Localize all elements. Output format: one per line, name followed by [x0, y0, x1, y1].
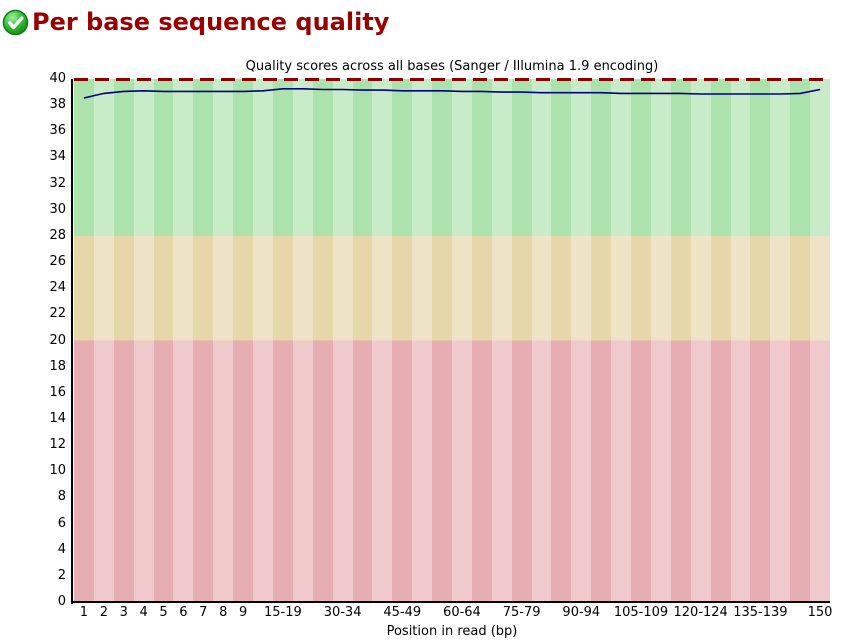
plot-background-stripe — [531, 79, 552, 602]
x-tick-label: 105-109 — [613, 605, 669, 620]
x-tick-label: 150 — [807, 605, 833, 620]
y-tick-label: 14 — [49, 410, 66, 426]
plot-background-stripe — [113, 79, 135, 602]
plot-background-stripe — [213, 79, 234, 602]
quality-plot-area — [74, 79, 831, 602]
chart-title: Quality scores across all bases (Sanger … — [245, 59, 659, 74]
y-tick-label: 22 — [49, 306, 66, 322]
x-axis-line — [71, 601, 830, 603]
y-tick-label: 2 — [57, 567, 66, 583]
plot-background-stripe — [292, 79, 314, 602]
plot-background-stripe — [551, 79, 572, 602]
plot-background-stripe — [352, 79, 373, 602]
x-tick-label: 2 — [99, 605, 108, 620]
plot-background-stripe — [750, 79, 771, 602]
y-tick-label: 6 — [57, 515, 66, 531]
pass-check-icon — [2, 9, 29, 36]
x-tick-label: 30-34 — [323, 605, 362, 620]
plot-background-stripe — [372, 79, 393, 602]
x-tick-label: 135-139 — [733, 605, 788, 620]
plot-background-stripe — [471, 79, 493, 602]
y-tick-label: 12 — [49, 437, 66, 453]
plot-background-stripe — [790, 79, 811, 602]
y-tick-label: 26 — [49, 254, 66, 270]
x-tick-label: 6 — [179, 605, 188, 620]
x-tick-label: 90-94 — [562, 605, 601, 620]
y-tick-label: 4 — [57, 541, 66, 557]
y-tick-label: 38 — [49, 97, 66, 113]
plot-background-stripe — [412, 79, 433, 602]
y-tick-label: 18 — [49, 358, 66, 374]
plot-background-stripe — [770, 79, 791, 602]
y-tick-label: 20 — [49, 332, 66, 348]
y-tick-label: 24 — [49, 280, 66, 296]
y-tick-label: 10 — [49, 463, 66, 479]
x-tick-label: 45-49 — [383, 605, 422, 620]
y-tick-label: 36 — [49, 123, 66, 139]
y-tick-label: 34 — [49, 149, 66, 165]
plot-background-stripe — [432, 79, 453, 602]
x-tick-label: 7 — [199, 605, 208, 620]
x-tick-label: 120-124 — [673, 605, 728, 620]
x-axis-title: Position in read (bp) — [386, 624, 518, 639]
page-title: Per base sequence quality — [32, 8, 390, 36]
x-tick-label: 1 — [79, 605, 89, 620]
y-tick-label: 28 — [49, 227, 66, 243]
plot-background-stripe — [810, 79, 831, 602]
x-tick-label: 8 — [219, 605, 228, 620]
plot-background-stripe — [74, 79, 95, 602]
x-tick-label: 5 — [159, 605, 168, 620]
plot-background-stripe — [332, 79, 354, 602]
x-tick-label: 15-19 — [264, 605, 302, 620]
plot-background-stripe — [312, 79, 334, 602]
plot-background-stripe — [511, 79, 533, 602]
y-tick-label: 0 — [57, 594, 66, 609]
plot-background-stripe — [272, 79, 294, 602]
plot-background-stripe — [133, 79, 155, 602]
plot-background-stripe — [611, 79, 632, 602]
plot-background-stripe — [650, 79, 672, 602]
y-axis-line — [71, 79, 73, 604]
x-tick-label: 60-64 — [443, 605, 481, 620]
plot-background-stripe — [392, 79, 413, 602]
plot-background-stripe — [253, 79, 274, 602]
section-header: Per base sequence quality — [2, 8, 389, 36]
plot-background-stripe — [730, 79, 751, 602]
x-tick-label: 3 — [119, 605, 128, 620]
y-tick-label: 32 — [49, 175, 66, 191]
plot-background-stripe — [571, 79, 592, 602]
plot-background-stripe — [670, 79, 692, 602]
x-tick-label: 75-79 — [502, 605, 541, 620]
plot-background-stripe — [452, 79, 473, 602]
plot-background-stripe — [93, 79, 115, 602]
y-tick-label: 8 — [57, 489, 66, 505]
plot-background-stripe — [233, 79, 254, 602]
plot-background-stripe — [173, 79, 194, 602]
y-tick-label: 40 — [49, 71, 66, 86]
plot-background-stripe — [631, 79, 652, 602]
max-quality-dashed-line — [74, 78, 830, 81]
plot-background-stripe — [193, 79, 214, 602]
mean-quality-line — [83, 88, 821, 99]
plot-background-stripe — [153, 79, 174, 602]
x-tick-label: 4 — [139, 605, 148, 620]
y-tick-label: 30 — [49, 201, 66, 217]
plot-background-stripe — [710, 79, 732, 602]
plot-background-stripe — [690, 79, 712, 602]
plot-background-stripe — [491, 79, 513, 602]
plot-background-stripe — [591, 79, 612, 602]
y-tick-label: 16 — [49, 384, 66, 400]
x-tick-label: 9 — [238, 605, 248, 620]
